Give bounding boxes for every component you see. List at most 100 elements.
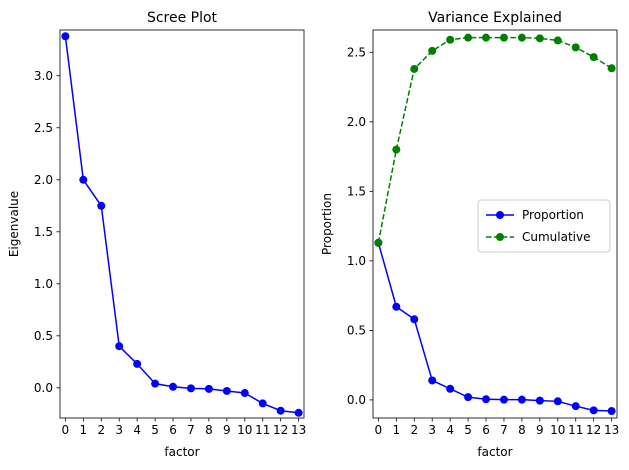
- data-point: [535, 396, 544, 405]
- x-tick-label: 5: [151, 423, 159, 437]
- x-tick-label: 3: [428, 423, 436, 437]
- x-tick-label: 4: [133, 423, 141, 437]
- legend-marker: [496, 233, 504, 241]
- data-point: [499, 395, 508, 404]
- data-point: [499, 33, 508, 42]
- x-tick-label: 3: [115, 423, 123, 437]
- x-tick-label: 4: [446, 423, 454, 437]
- data-point: [589, 53, 598, 62]
- y-tick-label: 0.5: [34, 329, 53, 343]
- x-tick-label: 12: [273, 423, 288, 437]
- data-point: [169, 382, 178, 391]
- data-point: [589, 406, 598, 415]
- data-point: [151, 379, 160, 388]
- data-point: [482, 33, 491, 42]
- y-tick-label: 1.5: [347, 184, 366, 198]
- x-tick-label: 5: [464, 423, 472, 437]
- y-tick-label: 2.0: [347, 115, 366, 129]
- y-tick-label: 1.0: [347, 254, 366, 268]
- legend-label: Proportion: [522, 208, 584, 222]
- series-line-1: [64, 36, 299, 414]
- x-tick-label: 8: [205, 423, 213, 437]
- data-point: [115, 342, 124, 351]
- chart-title: Scree Plot: [147, 10, 218, 26]
- data-point: [517, 33, 526, 42]
- data-point: [571, 43, 580, 52]
- chart-title: Variance Explained: [428, 10, 562, 26]
- data-point: [553, 36, 562, 45]
- x-tick-label: 0: [375, 423, 383, 437]
- data-point: [482, 395, 491, 404]
- x-tick-label: 13: [291, 423, 306, 437]
- x-tick-label: 10: [237, 423, 252, 437]
- data-point: [61, 32, 70, 41]
- y-axis-label: Eigenvalue: [7, 191, 21, 257]
- x-tick-label: 12: [586, 423, 601, 437]
- x-tick-label: 6: [482, 423, 490, 437]
- data-point: [553, 397, 562, 406]
- x-tick-label: 1: [393, 423, 401, 437]
- data-point: [571, 402, 580, 411]
- x-tick-label: 7: [500, 423, 508, 437]
- x-tick-label: 9: [223, 423, 231, 437]
- data-point: [204, 384, 213, 393]
- data-point: [535, 34, 544, 43]
- data-point: [392, 302, 401, 311]
- x-tick-label: 2: [97, 423, 105, 437]
- x-tick-label: 13: [604, 423, 619, 437]
- data-point: [607, 64, 616, 73]
- plot-frame: [372, 29, 618, 419]
- data-point: [428, 46, 437, 55]
- x-tick-label: 6: [169, 423, 177, 437]
- x-axis-label: factor: [477, 445, 512, 459]
- y-tick-label: 0.0: [347, 393, 366, 407]
- data-point: [374, 238, 383, 247]
- data-point: [517, 395, 526, 404]
- data-point: [410, 315, 419, 324]
- data-point: [240, 389, 249, 398]
- data-point: [607, 407, 616, 416]
- x-tick-label: 10: [550, 423, 565, 437]
- data-point: [79, 175, 88, 184]
- y-axis-label: Proportion: [320, 193, 334, 255]
- legend-label: Cumulative: [522, 230, 591, 244]
- y-tick-label: 0.5: [347, 323, 366, 337]
- y-tick-label: 2.0: [34, 173, 53, 187]
- x-tick-label: 9: [536, 423, 544, 437]
- data-point: [392, 145, 401, 154]
- x-axis-label: factor: [164, 445, 199, 459]
- x-tick-label: 1: [80, 423, 88, 437]
- data-point: [276, 406, 285, 415]
- y-tick-label: 3.0: [34, 69, 53, 83]
- plot-frame: [59, 29, 305, 419]
- x-tick-label: 11: [255, 423, 270, 437]
- x-tick-label: 11: [568, 423, 583, 437]
- y-tick-label: 1.5: [34, 225, 53, 239]
- data-point: [428, 376, 437, 385]
- data-point: [222, 386, 231, 395]
- legend-marker: [496, 211, 504, 219]
- legend: Proportion Cumulative: [477, 199, 611, 253]
- data-point: [133, 359, 142, 368]
- data-point: [97, 201, 106, 210]
- data-point: [464, 393, 473, 402]
- x-tick-label: 0: [62, 423, 70, 437]
- x-tick-label: 8: [518, 423, 526, 437]
- data-point: [410, 64, 419, 73]
- data-point: [446, 35, 455, 44]
- y-tick-label: 1.0: [34, 277, 53, 291]
- data-point: [258, 399, 267, 408]
- y-tick-label: 2.5: [34, 121, 53, 135]
- data-point: [446, 384, 455, 393]
- y-tick-label: 0.0: [34, 381, 53, 395]
- series-line-1: [377, 242, 612, 412]
- y-tick-label: 2.5: [347, 45, 366, 59]
- x-tick-label: 7: [187, 423, 195, 437]
- x-tick-label: 2: [410, 423, 418, 437]
- data-point: [464, 33, 473, 42]
- data-point: [186, 384, 195, 393]
- data-point: [294, 408, 303, 417]
